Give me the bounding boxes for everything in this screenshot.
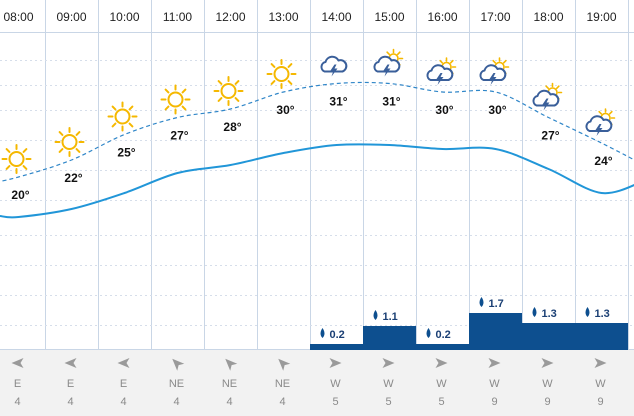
wind-direction-label: NE [222,378,237,390]
temperature-label: 30° [276,103,294,117]
wind-row: E 4 E 4 E 4 NE 4 NE 4 NE 4 W 5 W 5 W 5 W 9 W 9 W 9 [0,350,634,416]
temperature-label: 30° [435,103,453,117]
precipitation-bars [310,297,628,350]
sun-icon [160,84,191,115]
raindrop-icon [479,297,484,307]
wind-speed-label: 5 [332,396,338,408]
wind-speed-label: 9 [491,396,497,408]
wind-direction-label: W [489,378,500,390]
hour-label: 11:00 [163,10,192,24]
precipitation-bar [575,323,628,350]
precipitation-label: 1.1 [383,311,398,323]
hour-label: 18:00 [533,10,563,24]
thunderstorm-sun-icon [585,108,616,136]
wind-arrow-icon [382,358,395,368]
temperature-label: 27° [170,129,188,143]
wind-speed-label: 5 [438,396,444,408]
temperature-label: 31° [329,95,347,109]
wind-arrow-icon [278,358,291,371]
wind-arrow-icon [488,358,501,368]
hour-label: 16:00 [427,10,457,24]
wind-direction-label: W [595,378,606,390]
wind-direction-label: E [120,378,127,390]
wind-speed-label: 4 [67,396,73,408]
wind-direction-label: NE [169,378,184,390]
hour-label: 10:00 [109,10,139,24]
wind-direction-label: W [383,378,394,390]
hour-label: 09:00 [56,10,86,24]
raindrop-icon [585,307,590,317]
wind-direction-label: E [67,378,74,390]
sun-icon [1,144,32,174]
hour-label: 12:00 [215,10,245,24]
thunderstorm-sun-icon [479,57,510,85]
wind-arrow-icon [117,358,130,368]
wind-arrow-icon [594,358,607,368]
hour-label: 13:00 [268,10,298,24]
wind-arrow-icon [329,358,342,368]
temperature-label: 22° [64,171,82,185]
temperature-label: 24° [594,154,612,168]
thunderstorm-sun-icon [532,82,563,111]
wind-band [0,350,634,416]
temperature-label: 27° [541,129,559,143]
precipitation-bar [522,323,575,350]
hour-label: 19:00 [586,10,616,24]
temperature-curves [0,81,634,219]
wind-arrow-icon [541,358,554,368]
wind-arrow-icon [64,358,77,368]
precipitation-bar [469,313,522,350]
raindrop-icon [373,310,378,320]
wind-direction-label: W [542,378,553,390]
precipitation-bar [363,326,416,350]
wind-direction-label: NE [275,378,290,390]
sun-icon [266,59,297,89]
wind-speed-label: 4 [279,396,285,408]
wind-speed-label: 4 [173,396,179,408]
wind-direction-label: W [330,378,341,390]
sun-icon [213,76,244,106]
hour-label: 14:00 [321,10,351,24]
wind-direction-label: E [14,378,21,390]
wind-speed-label: 5 [385,396,391,408]
wind-arrow-icon [435,358,448,368]
hour-label: 15:00 [374,10,404,24]
temperature-label: 25° [117,146,135,160]
thunderstorm-sun-icon [426,57,457,85]
thunderstorm-sun-icon [373,48,404,77]
hour-label: 17:00 [480,10,510,24]
labels: 08:00 09:00 10:00 11:00 12:00 13:00 14:00 15:00… [3,10,616,341]
wind-arrow-icon [11,358,24,368]
wind-arrow-icon [225,358,238,371]
precipitation-label: 0.2 [330,329,345,341]
wind-arrow-icon [172,358,185,371]
precipitation-label: 0.2 [436,329,451,341]
raindrop-icon [426,328,431,338]
weather-icons [1,48,616,174]
precipitation-label: 1.3 [595,308,610,320]
wind-speed-label: 4 [120,396,126,408]
temperature-label: 28° [223,120,241,134]
feels-like-line [0,81,634,183]
sun-icon [54,127,85,157]
precipitation-label: 1.7 [489,298,504,310]
wind-speed-label: 4 [226,396,232,408]
wind-direction-label: W [436,378,447,390]
precipitation-bar [416,344,469,350]
wind-speed-label: 4 [14,396,20,408]
raindrop-icon [532,307,537,317]
wind-speed-label: 9 [597,396,603,408]
temperature-label: 30° [488,103,506,117]
precipitation-bar [310,344,363,350]
hour-label: 08:00 [3,10,33,24]
raindrop-icon [320,328,325,338]
wind-speed-label: 9 [544,396,550,408]
sun-icon [107,101,138,132]
temperature-label: 31° [382,95,400,109]
temperature-label: 20° [11,188,29,202]
temperature-line [0,143,634,219]
thunderstorm-icon [320,55,348,77]
precipitation-label: 1.3 [542,308,557,320]
